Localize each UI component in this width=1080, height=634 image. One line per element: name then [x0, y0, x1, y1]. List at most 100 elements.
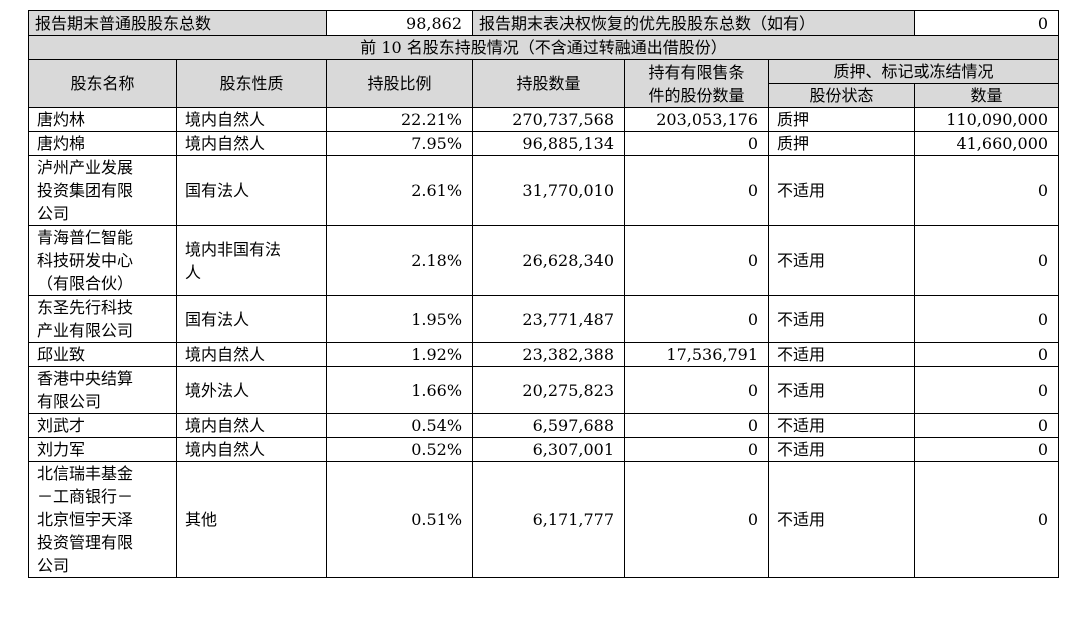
cell-ratio: 2.61% [326, 155, 474, 226]
table-row: 青海普仁智能 科技研发中心 （有限合伙） 境内非国有法 人 2.18% 26,628,… [28, 225, 1060, 296]
cell-ratio: 0.52% [326, 437, 474, 462]
table-row: 香港中央结算 有限公司 境外法人 1.66% 20,275,823 0 不适用 0 [28, 366, 1060, 414]
cell-quantity: 0 [914, 342, 1060, 367]
cell-status: 不适用 [768, 413, 916, 438]
cell-shares: 23,771,487 [472, 295, 626, 343]
section-title: 前 10 名股东持股情况（不含通过转融通出借股份） [27, 35, 1060, 60]
cell-nature: 境内自然人 [175, 131, 328, 156]
cell-status: 不适用 [768, 342, 916, 367]
cell-quantity: 0 [914, 295, 1060, 343]
cell-quantity: 0 [914, 461, 1060, 578]
common-shareholders-value: 98,862 [326, 10, 474, 36]
cell-name: 青海普仁智能 科技研发中心 （有限合伙） [28, 225, 177, 296]
cell-restricted: 0 [624, 225, 770, 296]
cell-restricted: 0 [624, 413, 770, 438]
header-restricted-line2: 件的股份数量 [648, 85, 745, 105]
cell-nature: 其他 [175, 461, 328, 578]
cell-shares: 96,885,134 [472, 131, 626, 156]
cell-name: 泸州产业发展 投资集团有限 公司 [28, 155, 177, 226]
cell-restricted: 0 [624, 366, 770, 414]
header-row-1: 股东名称 股东性质 持股比例 持股数量 持有有限售条 件的股份数量 质押、标记或… [28, 59, 1060, 108]
cell-quantity: 0 [914, 366, 1060, 414]
table-row: 刘力军 境内自然人 0.52% 6,307,001 0 不适用 0 [28, 437, 1060, 462]
cell-shares: 6,597,688 [472, 413, 626, 438]
cell-status: 不适用 [768, 155, 916, 226]
cell-name: 唐灼林 [28, 107, 177, 132]
cell-restricted: 0 [624, 131, 770, 156]
header-nature: 股东性质 [175, 59, 328, 108]
cell-restricted: 0 [624, 155, 770, 226]
cell-name: 刘武才 [28, 413, 177, 438]
cell-nature: 国有法人 [175, 295, 328, 343]
cell-status: 不适用 [768, 437, 916, 462]
cell-status: 不适用 [768, 295, 916, 343]
cell-name: 邱业致 [28, 342, 177, 367]
summary-row: 报告期末普通股股东总数 98,862 报告期末表决权恢复的优先股股东总数（如有）… [27, 10, 1060, 36]
cell-ratio: 0.51% [326, 461, 474, 578]
cell-name: 刘力军 [28, 437, 177, 462]
table-row: 邱业致 境内自然人 1.92% 23,382,388 17,536,791 不适用 0 [28, 342, 1060, 367]
common-shareholders-label: 报告期末普通股股东总数 [27, 10, 328, 36]
cell-name: 北信瑞丰基金 －工商银行－ 北京恒宇天泽 投资管理有限 公司 [28, 461, 177, 578]
table-row: 东圣先行科技 产业有限公司 国有法人 1.95% 23,771,487 0 不适用 0 [28, 295, 1060, 343]
header-name: 股东名称 [28, 59, 177, 108]
cell-nature: 境内自然人 [175, 413, 328, 438]
cell-shares: 20,275,823 [472, 366, 626, 414]
cell-name: 唐灼棉 [28, 131, 177, 156]
cell-status: 不适用 [768, 461, 916, 578]
preferred-shareholders-label: 报告期末表决权恢复的优先股股东总数（如有） [472, 10, 916, 36]
preferred-shareholders-value: 0 [914, 10, 1060, 36]
cell-nature: 境内自然人 [175, 437, 328, 462]
cell-quantity: 0 [914, 437, 1060, 462]
cell-status: 质押 [768, 131, 916, 156]
cell-name: 东圣先行科技 产业有限公司 [28, 295, 177, 343]
cell-nature: 境外法人 [175, 366, 328, 414]
cell-quantity: 41,660,000 [914, 131, 1060, 156]
table-row: 刘武才 境内自然人 0.54% 6,597,688 0 不适用 0 [28, 413, 1060, 438]
table-row: 泸州产业发展 投资集团有限 公司 国有法人 2.61% 31,770,010 0 不适用 0 [28, 155, 1060, 226]
cell-status: 不适用 [768, 366, 916, 414]
cell-restricted: 17,536,791 [624, 342, 770, 367]
cell-ratio: 2.18% [326, 225, 474, 296]
header-row-2: 股份状态 数量 [29, 83, 1060, 108]
cell-quantity: 0 [914, 225, 1060, 296]
cell-ratio: 0.54% [326, 413, 474, 438]
table-row: 北信瑞丰基金 －工商银行－ 北京恒宇天泽 投资管理有限 公司 其他 0.51% 6,1… [28, 461, 1060, 578]
cell-shares: 31,770,010 [472, 155, 626, 226]
header-restricted-line1: 持有有限售条 [648, 62, 745, 82]
header-restricted: 持有有限售条 件的股份数量 [624, 59, 770, 108]
section-title-row: 前 10 名股东持股情况（不含通过转融通出借股份） [27, 35, 1060, 60]
cell-ratio: 22.21% [326, 107, 474, 132]
cell-status: 不适用 [768, 225, 916, 296]
header-shares: 持股数量 [472, 59, 626, 108]
cell-shares: 26,628,340 [472, 225, 626, 296]
cell-nature: 境内自然人 [175, 342, 328, 367]
cell-status: 质押 [768, 107, 916, 132]
cell-name: 香港中央结算 有限公司 [28, 366, 177, 414]
cell-restricted: 203,053,176 [624, 107, 770, 132]
cell-shares: 6,307,001 [472, 437, 626, 462]
cell-ratio: 1.95% [326, 295, 474, 343]
cell-shares: 270,737,568 [472, 107, 626, 132]
cell-quantity: 0 [914, 413, 1060, 438]
table-row: 唐灼林 境内自然人 22.21% 270,737,568 203,053,176 质押 11… [28, 107, 1060, 132]
cell-shares: 6,171,777 [472, 461, 626, 578]
cell-ratio: 1.66% [326, 366, 474, 414]
header-status: 股份状态 [768, 83, 916, 108]
cell-restricted: 0 [624, 461, 770, 578]
cell-ratio: 7.95% [326, 131, 474, 156]
header-quantity: 数量 [914, 83, 1060, 108]
cell-nature: 国有法人 [175, 155, 328, 226]
table-row: 唐灼棉 境内自然人 7.95% 96,885,134 0 质押 41,660,000 [28, 131, 1060, 156]
cell-nature: 境内自然人 [175, 107, 328, 132]
header-pledge-group: 质押、标记或冻结情况 [768, 59, 1060, 84]
cell-nature: 境内非国有法 人 [175, 225, 328, 296]
cell-quantity: 110,090,000 [914, 107, 1060, 132]
cell-restricted: 0 [624, 295, 770, 343]
cell-restricted: 0 [624, 437, 770, 462]
cell-ratio: 1.92% [326, 342, 474, 367]
cell-shares: 23,382,388 [472, 342, 626, 367]
cell-quantity: 0 [914, 155, 1060, 226]
header-ratio: 持股比例 [326, 59, 474, 108]
shareholder-table: 报告期末普通股股东总数 98,862 报告期末表决权恢复的优先股股东总数（如有）… [27, 10, 1060, 578]
